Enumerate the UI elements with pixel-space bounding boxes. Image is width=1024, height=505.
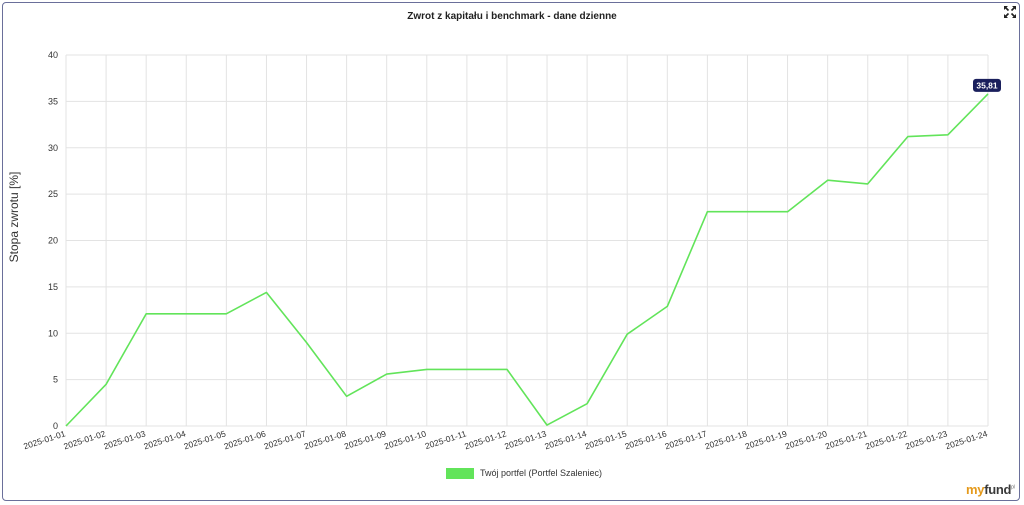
- x-tick-label: 2025-01-01: [22, 428, 67, 451]
- y-axis-label: Stopa zwrotu [%]: [7, 172, 21, 263]
- x-tick-label: 2025-01-06: [223, 428, 268, 451]
- x-tick-label: 2025-01-03: [102, 428, 147, 451]
- x-tick-label: 2025-01-18: [704, 428, 749, 451]
- x-axis-ticks: 2025-01-012025-01-022025-01-032025-01-04…: [22, 428, 989, 451]
- y-tick-label: 5: [53, 375, 58, 385]
- x-tick-label: 2025-01-16: [623, 428, 668, 451]
- expand-icon[interactable]: [1003, 5, 1017, 19]
- x-tick-label: 2025-01-07: [263, 428, 308, 451]
- x-tick-label: 2025-01-04: [142, 428, 187, 451]
- legend-swatch: [446, 467, 474, 479]
- chart-title: Zwrot z kapitału i benchmark - dane dzie…: [407, 11, 617, 22]
- x-tick-label: 2025-01-23: [904, 428, 949, 451]
- x-tick-label: 2025-01-22: [864, 428, 909, 451]
- x-tick-label: 2025-01-02: [62, 428, 107, 451]
- y-tick-label: 10: [48, 328, 58, 338]
- y-tick-label: 25: [48, 189, 58, 199]
- x-tick-label: 2025-01-11: [424, 428, 468, 451]
- x-tick-label: 2025-01-15: [583, 428, 628, 451]
- tooltip-box: [973, 78, 1001, 92]
- x-tick-label: 2025-01-13: [503, 428, 548, 451]
- x-tick-label: 2025-01-19: [744, 428, 789, 451]
- x-tick-label: 2025-01-14: [543, 428, 588, 451]
- y-tick-label: 40: [48, 50, 58, 60]
- x-tick-label: 2025-01-21: [824, 428, 869, 451]
- x-tick-label: 2025-01-17: [664, 428, 709, 451]
- legend-label: Twój portfel (Portfel Szaleniec): [480, 468, 603, 478]
- series-line: [65, 93, 989, 427]
- x-tick-label: 2025-01-10: [383, 428, 428, 451]
- grid: [65, 54, 989, 427]
- value-tooltip: 35,81: [973, 78, 1001, 92]
- y-tick-label: 20: [48, 236, 58, 246]
- x-tick-label: 2025-01-08: [303, 428, 348, 451]
- y-tick-label: 30: [48, 143, 58, 153]
- series-layer: [65, 93, 989, 427]
- x-tick-label: 2025-01-20: [784, 428, 829, 451]
- tooltip-value: 35,81: [976, 80, 998, 90]
- x-tick-label: 2025-01-12: [463, 428, 508, 451]
- y-tick-label: 35: [48, 96, 58, 106]
- legend-item[interactable]: Twój portfel (Portfel Szaleniec): [446, 466, 602, 480]
- x-tick-label: 2025-01-09: [343, 428, 388, 451]
- y-tick-label: 0: [53, 421, 58, 431]
- x-tick-label: 2025-01-05: [183, 428, 228, 451]
- y-axis-ticks: 0 5 10 15 20 25 30 35 40: [48, 50, 58, 431]
- brand-logo: myfundpl: [966, 482, 1015, 497]
- y-tick-label: 15: [48, 282, 58, 292]
- x-tick-label: 2025-01-24: [944, 428, 989, 451]
